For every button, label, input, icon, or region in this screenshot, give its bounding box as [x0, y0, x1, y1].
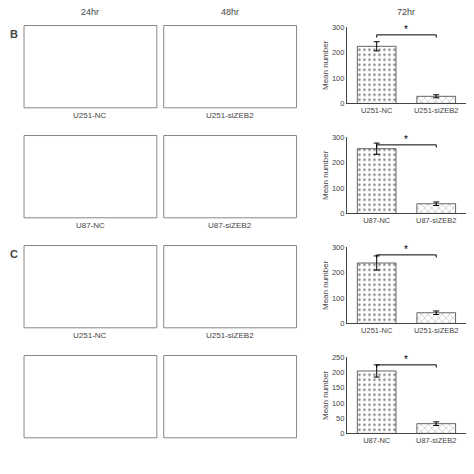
svg-text:200: 200 [332, 158, 345, 167]
svg-text:U87-NC: U87-NC [363, 216, 391, 225]
svg-text:U251-NC: U251-NC [73, 331, 107, 340]
svg-text:50: 50 [336, 414, 344, 423]
svg-text:100: 100 [332, 399, 345, 408]
svg-text:U251-siZEB2: U251-siZEB2 [206, 111, 254, 120]
svg-text:0: 0 [340, 209, 344, 218]
svg-text:300: 300 [332, 23, 345, 32]
svg-text:Mean number: Mean number [321, 370, 330, 420]
svg-text:48hr: 48hr [221, 7, 239, 17]
svg-text:100: 100 [332, 74, 345, 83]
svg-text:*: * [404, 354, 408, 365]
svg-text:U251-siZEB2: U251-siZEB2 [206, 331, 254, 340]
svg-text:200: 200 [332, 368, 345, 377]
svg-text:Mean number: Mean number [321, 260, 330, 310]
svg-text:U87-siZEB2: U87-siZEB2 [416, 436, 456, 445]
svg-text:U87-siZEB2: U87-siZEB2 [416, 216, 456, 225]
svg-text:*: * [404, 24, 408, 35]
svg-text:B: B [10, 28, 18, 40]
svg-text:0: 0 [340, 429, 344, 438]
svg-text:0: 0 [340, 319, 344, 328]
svg-text:U87-siZEB2: U87-siZEB2 [208, 221, 252, 230]
svg-text:24hr: 24hr [81, 7, 99, 17]
svg-text:300: 300 [332, 243, 345, 252]
svg-text:U251-NC: U251-NC [361, 106, 393, 115]
svg-text:200: 200 [332, 48, 345, 57]
svg-text:150: 150 [332, 383, 345, 392]
svg-text:U251-siZEB2: U251-siZEB2 [414, 106, 459, 115]
svg-text:0: 0 [340, 99, 344, 108]
svg-text:300: 300 [332, 133, 345, 142]
svg-text:250: 250 [332, 353, 345, 362]
svg-text:C: C [10, 248, 18, 260]
svg-text:Mean number: Mean number [321, 40, 330, 90]
svg-text:100: 100 [332, 184, 345, 193]
svg-text:*: * [404, 244, 408, 255]
svg-text:U251-NC: U251-NC [73, 111, 107, 120]
svg-text:U87-NC: U87-NC [76, 221, 105, 230]
svg-text:U251-siZEB2: U251-siZEB2 [414, 326, 459, 335]
svg-text:U251-NC: U251-NC [361, 326, 393, 335]
svg-text:200: 200 [332, 268, 345, 277]
svg-text:Mean number: Mean number [321, 150, 330, 200]
svg-text:U87-NC: U87-NC [363, 436, 391, 445]
svg-text:100: 100 [332, 294, 345, 303]
svg-text:*: * [404, 134, 408, 145]
svg-text:72hr: 72hr [397, 7, 415, 17]
